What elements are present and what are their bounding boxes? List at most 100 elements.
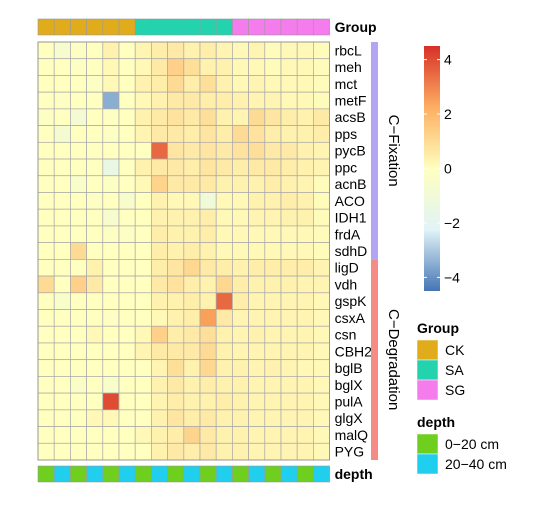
heatmap-cell	[37, 325, 55, 344]
row-label: bglX	[335, 377, 364, 393]
heatmap-cell	[167, 158, 185, 177]
row-label: vdh	[335, 276, 358, 292]
heatmap-cell	[280, 125, 298, 143]
heatmap-cell	[53, 75, 71, 93]
heatmap-cell	[264, 376, 282, 394]
heatmap-cell	[102, 58, 120, 76]
heatmap-cell	[134, 275, 152, 294]
depth-annotation-cell	[183, 465, 201, 483]
heatmap-cell	[215, 141, 233, 160]
heatmap-cell	[313, 309, 330, 327]
heatmap-cell	[70, 275, 87, 294]
heatmap-cell	[183, 409, 201, 427]
heatmap-cell	[134, 208, 152, 227]
heatmap-cell	[151, 325, 168, 344]
heatmap-cell	[151, 442, 168, 461]
heatmap-cell	[215, 325, 233, 344]
heatmap-cell	[151, 91, 168, 110]
depth-annotation-cell	[134, 465, 152, 483]
heatmap-cell	[248, 175, 266, 193]
heatmap-cell	[118, 309, 136, 327]
heatmap-cell	[199, 359, 217, 377]
heatmap-cell	[151, 342, 168, 361]
heatmap-cell	[37, 75, 55, 93]
heatmap-cell	[264, 259, 282, 277]
heatmap-cell	[296, 409, 314, 427]
heatmap-cell	[296, 175, 314, 193]
depth-annotation-cell	[118, 465, 136, 483]
heatmap-cell	[134, 309, 152, 327]
heatmap-cell	[37, 208, 55, 227]
depth-annotation-cell	[232, 465, 249, 483]
heatmap-cell	[86, 125, 104, 143]
heatmap-cell	[167, 292, 185, 310]
heatmap-cell	[313, 125, 330, 143]
heatmap-cell	[86, 58, 104, 76]
group-annotation-cell	[86, 18, 104, 36]
heatmap-cell	[232, 41, 249, 60]
heatmap-cell	[134, 75, 152, 93]
heatmap-cell	[167, 442, 185, 461]
row-label: mct	[335, 76, 358, 92]
depth-legend-swatch	[416, 433, 439, 455]
heatmap-cell	[264, 91, 282, 110]
heatmap-cell	[183, 192, 201, 210]
heatmap-cell	[70, 175, 87, 193]
heatmap-cell	[70, 75, 87, 93]
heatmap-cell	[70, 359, 87, 377]
heatmap-cell	[248, 208, 266, 227]
heatmap-cell	[118, 75, 136, 93]
heatmap-cell	[102, 275, 120, 294]
heatmap-cell	[53, 41, 71, 60]
heatmap-cell	[215, 41, 233, 60]
heatmap-cell	[37, 442, 55, 461]
heatmap-cell	[280, 41, 298, 60]
depth-annotation-cell	[215, 465, 233, 483]
heatmap-cell	[183, 175, 201, 193]
heatmap-cell	[151, 275, 168, 294]
heatmap-cell	[70, 192, 87, 210]
heatmap-cell	[248, 141, 266, 160]
heatmap-cell	[134, 158, 152, 177]
heatmap-cell	[151, 376, 168, 394]
heatmap-cell	[102, 292, 120, 310]
group-annotation-cell	[215, 18, 233, 36]
heatmap-cell	[280, 141, 298, 160]
heatmap-cell	[70, 242, 87, 260]
heatmap-cell	[199, 442, 217, 461]
heatmap-cell	[151, 426, 168, 444]
heatmap-cell	[102, 208, 120, 227]
heatmap-cell	[37, 359, 55, 377]
heatmap-cell	[280, 426, 298, 444]
heatmap-cell	[37, 242, 55, 260]
heatmap-cell	[199, 175, 217, 193]
heatmap-cell	[102, 376, 120, 394]
heatmap-cell	[134, 292, 152, 310]
row-block-strip	[371, 259, 378, 460]
heatmap-cell	[37, 58, 55, 76]
heatmap-cell	[313, 426, 330, 444]
heatmap-cell	[199, 141, 217, 160]
heatmap-cell	[232, 259, 249, 277]
depth-annotation-cell	[167, 465, 185, 483]
heatmap-cell	[280, 75, 298, 93]
heatmap-cell	[264, 442, 282, 461]
heatmap-cell	[313, 208, 330, 227]
heatmap-cell	[232, 141, 249, 160]
heatmap-cell	[248, 442, 266, 461]
heatmap-cell	[215, 58, 233, 76]
row-label: csxA	[335, 310, 366, 326]
heatmap-cell	[280, 359, 298, 377]
colorbar-tick-label: 2	[444, 106, 452, 122]
heatmap-cell	[86, 442, 104, 461]
heatmap-cell	[215, 342, 233, 361]
heatmap-cell	[53, 325, 71, 344]
heatmap-cell	[264, 242, 282, 260]
heatmap-cell	[232, 342, 249, 361]
depth-annotation-bar: depth	[37, 465, 373, 483]
heatmap-cell	[118, 259, 136, 277]
heatmap-cell	[134, 108, 152, 126]
group-legend: Group CK SA SG	[416, 320, 465, 401]
heatmap-cell	[167, 275, 185, 294]
heatmap-cell	[118, 292, 136, 310]
